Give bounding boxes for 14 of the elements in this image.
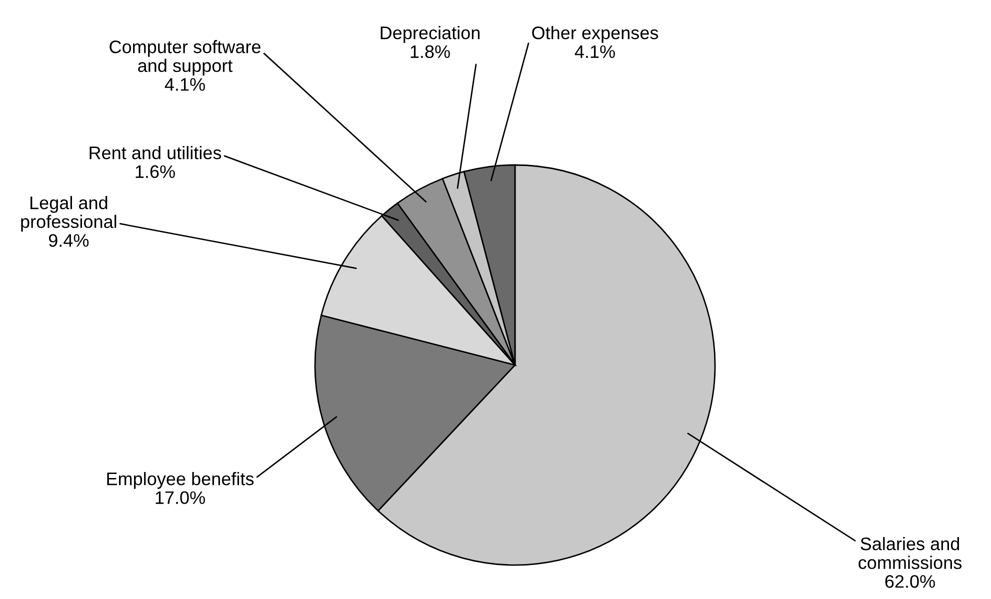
data-label: 1.6%	[136, 165, 175, 178]
slice-label: Other expenses	[532, 26, 658, 43]
slice-label: Computer software and support	[110, 40, 260, 76]
slice-label: Depreciation	[380, 26, 480, 43]
slice-label: Legal and professional	[21, 196, 116, 232]
data-label: 1.8%	[410, 45, 450, 58]
data-label: 62.0%	[885, 575, 935, 588]
data-label: 4.1%	[164, 78, 205, 91]
slice-label: Employee benefits	[107, 472, 254, 489]
slice-label: Rent and utilities	[90, 146, 222, 160]
data-label: 9.4%	[48, 234, 89, 247]
data-label: 4.1%	[574, 45, 615, 58]
data-label: 17.0%	[156, 491, 205, 504]
slice-label: Salaries and commissions	[858, 537, 962, 570]
